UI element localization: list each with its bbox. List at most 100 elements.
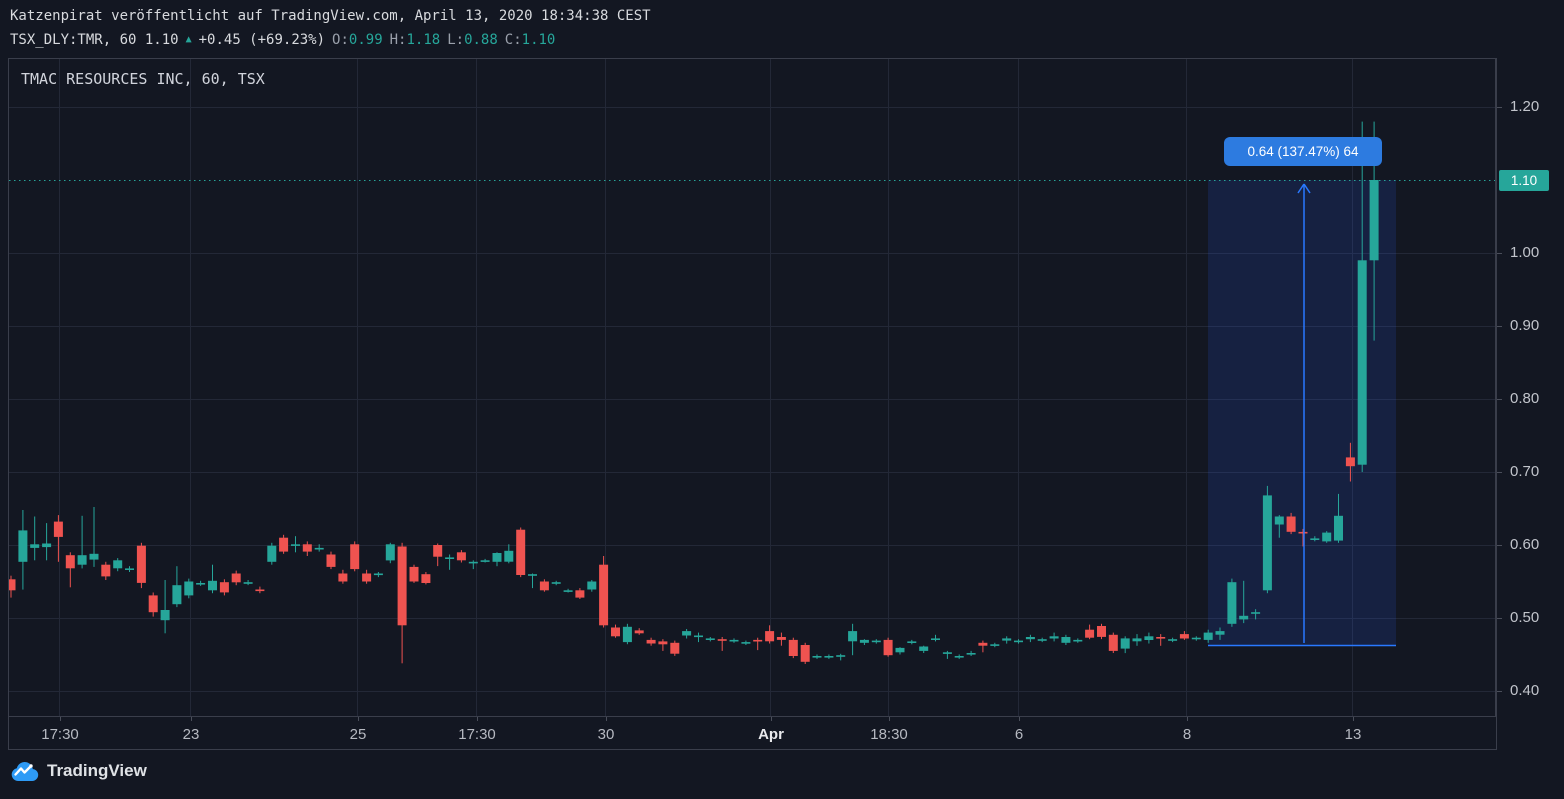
- candle[interactable]: [1002, 638, 1012, 641]
- candle[interactable]: [1334, 515, 1343, 541]
- candle[interactable]: [765, 631, 775, 642]
- candle[interactable]: [895, 647, 905, 653]
- candle[interactable]: [824, 656, 834, 658]
- candle[interactable]: [705, 638, 715, 640]
- candle[interactable]: [65, 555, 75, 569]
- candle[interactable]: [172, 585, 182, 605]
- time-axis[interactable]: 17:30 23 25 17:30 30 Apr 18:30 6 8 13: [8, 717, 1496, 750]
- candle[interactable]: [1310, 538, 1320, 540]
- candle[interactable]: [291, 544, 300, 546]
- candle[interactable]: [1274, 516, 1284, 525]
- measure-region[interactable]: [1208, 180, 1396, 645]
- candle[interactable]: [1014, 640, 1023, 643]
- candle[interactable]: [1168, 639, 1178, 641]
- candle[interactable]: [125, 568, 134, 570]
- candle[interactable]: [1286, 516, 1296, 532]
- candle[interactable]: [599, 564, 609, 626]
- candle[interactable]: [385, 544, 395, 561]
- candle[interactable]: [931, 638, 940, 640]
- candle[interactable]: [421, 574, 431, 583]
- candle[interactable]: [208, 580, 217, 591]
- candle[interactable]: [504, 550, 514, 562]
- candle[interactable]: [1357, 260, 1367, 465]
- price-axis[interactable]: 1.10 1.20 1.00 0.90 0.80 0.70 0.60 0.50 0.40: [1496, 58, 1564, 750]
- candle[interactable]: [812, 656, 822, 658]
- candle[interactable]: [160, 610, 170, 621]
- candle[interactable]: [492, 553, 502, 562]
- candle[interactable]: [1144, 636, 1154, 640]
- candle[interactable]: [30, 544, 40, 548]
- candle[interactable]: [279, 537, 289, 552]
- candle[interactable]: [231, 573, 241, 583]
- candle[interactable]: [622, 626, 632, 643]
- candle[interactable]: [302, 544, 312, 552]
- measure-tool-label[interactable]: 0.64 (137.47%) 64: [1224, 137, 1382, 166]
- candle[interactable]: [729, 639, 739, 642]
- candle[interactable]: [243, 582, 253, 584]
- candle[interactable]: [539, 581, 549, 591]
- candle[interactable]: [1215, 631, 1225, 635]
- candle[interactable]: [800, 645, 810, 662]
- candle[interactable]: [18, 530, 28, 562]
- candle[interactable]: [136, 545, 146, 583]
- candle[interactable]: [954, 656, 964, 658]
- candle[interactable]: [1037, 639, 1047, 641]
- candle[interactable]: [456, 552, 466, 561]
- candle[interactable]: [1227, 582, 1237, 624]
- candle[interactable]: [1298, 531, 1308, 534]
- candle[interactable]: [717, 639, 727, 641]
- candle[interactable]: [53, 521, 63, 537]
- chart-panel[interactable]: TMAC RESOURCES INC, 60, TSX 0.64 (137.47…: [8, 58, 1496, 717]
- candle[interactable]: [670, 642, 680, 654]
- candle[interactable]: [883, 639, 893, 656]
- candle[interactable]: [1369, 180, 1379, 261]
- candle[interactable]: [1203, 632, 1213, 640]
- candle[interactable]: [89, 553, 99, 560]
- candle[interactable]: [634, 630, 644, 634]
- candle[interactable]: [1073, 639, 1083, 642]
- candle[interactable]: [480, 560, 490, 562]
- candle[interactable]: [1179, 634, 1189, 639]
- candle[interactable]: [267, 545, 277, 562]
- candle[interactable]: [314, 547, 324, 550]
- candle[interactable]: [528, 574, 537, 576]
- candle[interactable]: [77, 555, 87, 565]
- candle[interactable]: [326, 554, 336, 567]
- candle[interactable]: [1322, 532, 1332, 542]
- candle[interactable]: [966, 653, 976, 655]
- candle[interactable]: [1085, 629, 1095, 638]
- candle[interactable]: [1132, 638, 1142, 642]
- candle[interactable]: [848, 631, 858, 642]
- candle[interactable]: [516, 529, 526, 575]
- candle[interactable]: [350, 544, 360, 570]
- candle[interactable]: [255, 589, 265, 592]
- candle[interactable]: [184, 581, 194, 596]
- candle[interactable]: [990, 644, 1000, 646]
- chart-legend[interactable]: TMAC RESOURCES INC, 60, TSX: [21, 70, 265, 88]
- candle[interactable]: [1262, 495, 1272, 591]
- candle[interactable]: [362, 573, 372, 582]
- candle[interactable]: [871, 640, 881, 643]
- candle[interactable]: [1108, 634, 1118, 651]
- candle[interactable]: [148, 595, 158, 613]
- candle[interactable]: [1061, 637, 1071, 643]
- candle[interactable]: [1097, 626, 1106, 637]
- candle[interactable]: [753, 639, 763, 642]
- candle[interactable]: [113, 560, 123, 569]
- candle[interactable]: [658, 641, 668, 645]
- candle[interactable]: [646, 639, 656, 644]
- candle[interactable]: [611, 627, 620, 637]
- candle[interactable]: [1191, 637, 1201, 640]
- candle[interactable]: [9, 579, 16, 591]
- candle[interactable]: [919, 646, 929, 651]
- candle[interactable]: [859, 639, 869, 643]
- candle[interactable]: [42, 543, 52, 548]
- candle[interactable]: [1345, 457, 1355, 467]
- candle[interactable]: [587, 581, 597, 590]
- candle[interactable]: [1156, 637, 1166, 639]
- candlestick-canvas[interactable]: [9, 59, 1495, 716]
- candle[interactable]: [978, 642, 988, 646]
- candle[interactable]: [433, 545, 443, 557]
- candle[interactable]: [338, 573, 348, 582]
- candle[interactable]: [788, 639, 798, 656]
